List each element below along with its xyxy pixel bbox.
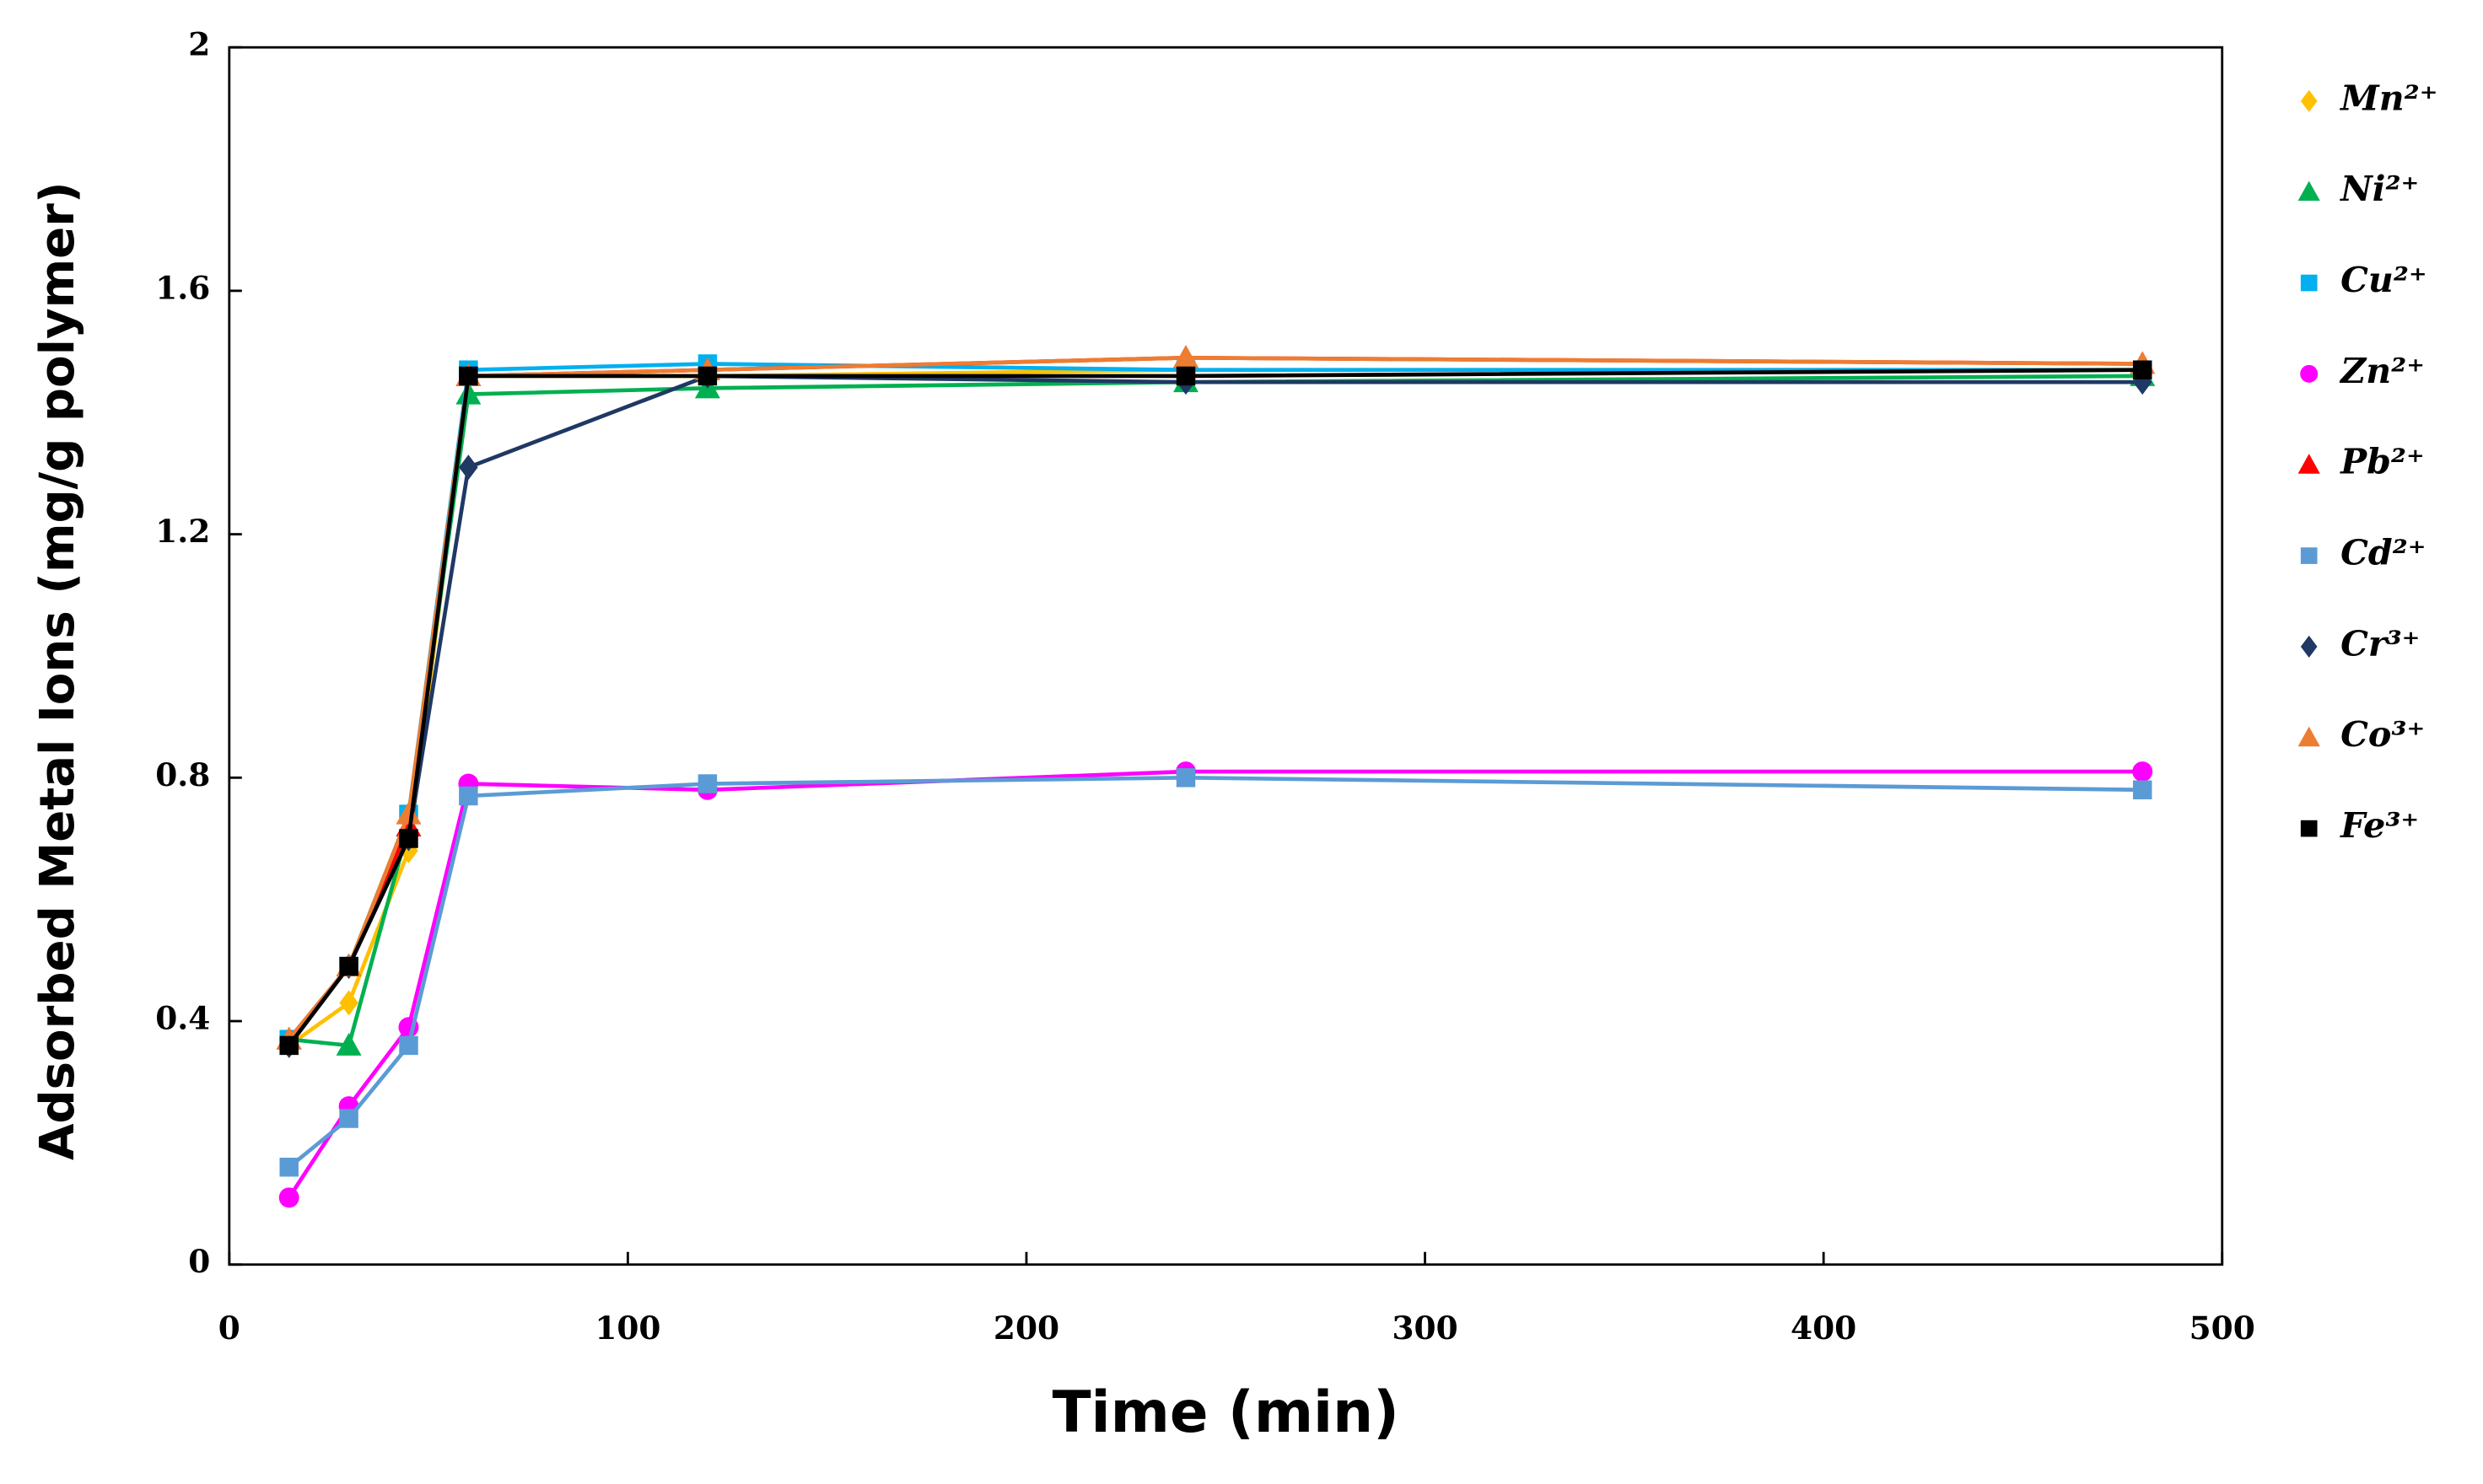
x-axis-label: Time (min)	[1053, 1379, 1399, 1445]
legend-marker	[2300, 820, 2318, 837]
legend-label: Ni²⁺	[2339, 168, 2419, 209]
marker	[1173, 345, 1198, 368]
marker	[1176, 768, 1196, 788]
legend-label: Cu²⁺	[2340, 259, 2427, 300]
legend-label: Cd²⁺	[2340, 532, 2426, 573]
legend-label: Pb²⁺	[2340, 441, 2425, 482]
y-tick-label: 1.2	[155, 513, 210, 550]
trend-line	[287, 769, 2143, 1199]
marker	[459, 454, 478, 481]
marker	[279, 1035, 299, 1056]
legend-marker	[2300, 547, 2318, 564]
legend-marker	[2300, 89, 2318, 112]
legend-marker	[2300, 364, 2319, 383]
trend-line	[287, 355, 2143, 1041]
trend-line	[288, 374, 2143, 1048]
marker	[278, 1187, 299, 1208]
marker	[459, 786, 478, 806]
legend-marker	[2300, 274, 2318, 292]
legend-marker	[2297, 726, 2320, 747]
marker	[339, 956, 358, 976]
marker	[399, 1035, 418, 1056]
x-tick-label: 100	[595, 1309, 660, 1347]
x-tick-label: 500	[2189, 1309, 2255, 1347]
y-axis-label: Adsorbed Metal Ions (mg/g polymer)	[30, 181, 85, 1160]
plot-frame	[228, 46, 2224, 1266]
legend-marker	[2300, 635, 2318, 659]
marker	[698, 366, 718, 386]
y-tick-label: 0.4	[155, 1000, 210, 1037]
marker	[336, 1032, 362, 1056]
y-tick-label: 0.8	[155, 756, 210, 793]
marker	[455, 381, 482, 405]
marker	[399, 829, 418, 848]
marker	[279, 1158, 299, 1177]
marker	[698, 774, 718, 793]
legend-label: Zn²⁺	[2339, 350, 2425, 391]
legend-marker	[2297, 180, 2320, 202]
trend-line	[287, 355, 2143, 1041]
marker	[1176, 366, 1196, 386]
legend-label: Fe³⁺	[2340, 804, 2419, 846]
x-tick-label: 400	[1791, 1309, 1856, 1347]
legend-label: Cr³⁺	[2340, 622, 2420, 664]
trend-line	[287, 368, 2143, 1047]
legend-label: Co³⁺	[2340, 713, 2425, 755]
trend-line	[287, 362, 2143, 1041]
x-tick-label: 300	[1392, 1309, 1457, 1347]
trend-line	[288, 775, 2143, 1169]
legend-label: Mn²⁺	[2339, 77, 2437, 118]
y-tick-label: 2	[188, 26, 210, 63]
marker	[339, 1109, 358, 1128]
y-tick-label: 0	[188, 1243, 210, 1280]
x-tick-label: 200	[994, 1309, 1059, 1347]
trend-line	[288, 368, 2143, 1047]
marker	[2132, 360, 2152, 379]
marker	[339, 990, 358, 1016]
marker	[2132, 780, 2152, 799]
legend-marker	[2297, 454, 2320, 474]
x-tick-label: 0	[218, 1309, 240, 1347]
trend-line	[287, 374, 2143, 1047]
marker	[396, 801, 422, 825]
y-tick-label: 1.6	[155, 269, 210, 306]
marker	[2132, 761, 2153, 782]
marker	[459, 366, 478, 386]
